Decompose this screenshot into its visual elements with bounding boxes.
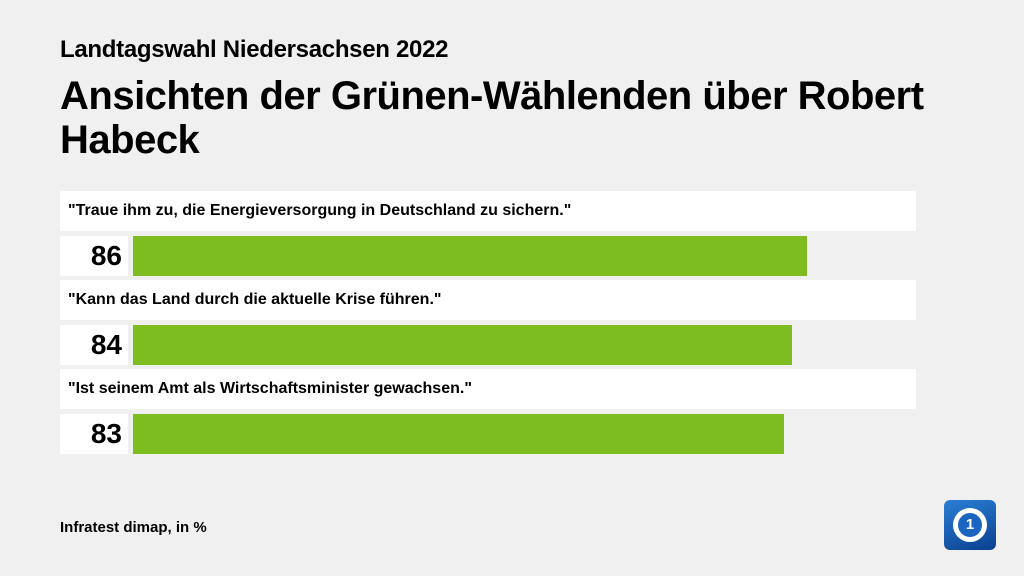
bar <box>133 236 808 276</box>
logo-ring: 1 <box>953 508 987 542</box>
bar <box>133 325 792 365</box>
bar <box>133 414 784 454</box>
logo-glyph: 1 <box>958 513 982 537</box>
chart-supertitle: Landtagswahl Niedersachsen 2022 <box>60 36 449 63</box>
chart-title: Ansichten der Grünen-Wählenden über Robe… <box>60 74 924 162</box>
category-label: "Ist seinem Amt als Wirtschaftsminister … <box>60 369 916 409</box>
category-label: "Traue ihm zu, die Energieversorgung in … <box>60 191 916 231</box>
value-label: 84 <box>60 325 128 365</box>
category-label: "Kann das Land durch die aktuelle Krise … <box>60 280 916 320</box>
value-label: 83 <box>60 414 128 454</box>
tagesschau-logo-icon: 1 <box>944 500 996 550</box>
source-note: Infratest dimap, in % <box>60 519 207 536</box>
value-label: 86 <box>60 236 128 276</box>
